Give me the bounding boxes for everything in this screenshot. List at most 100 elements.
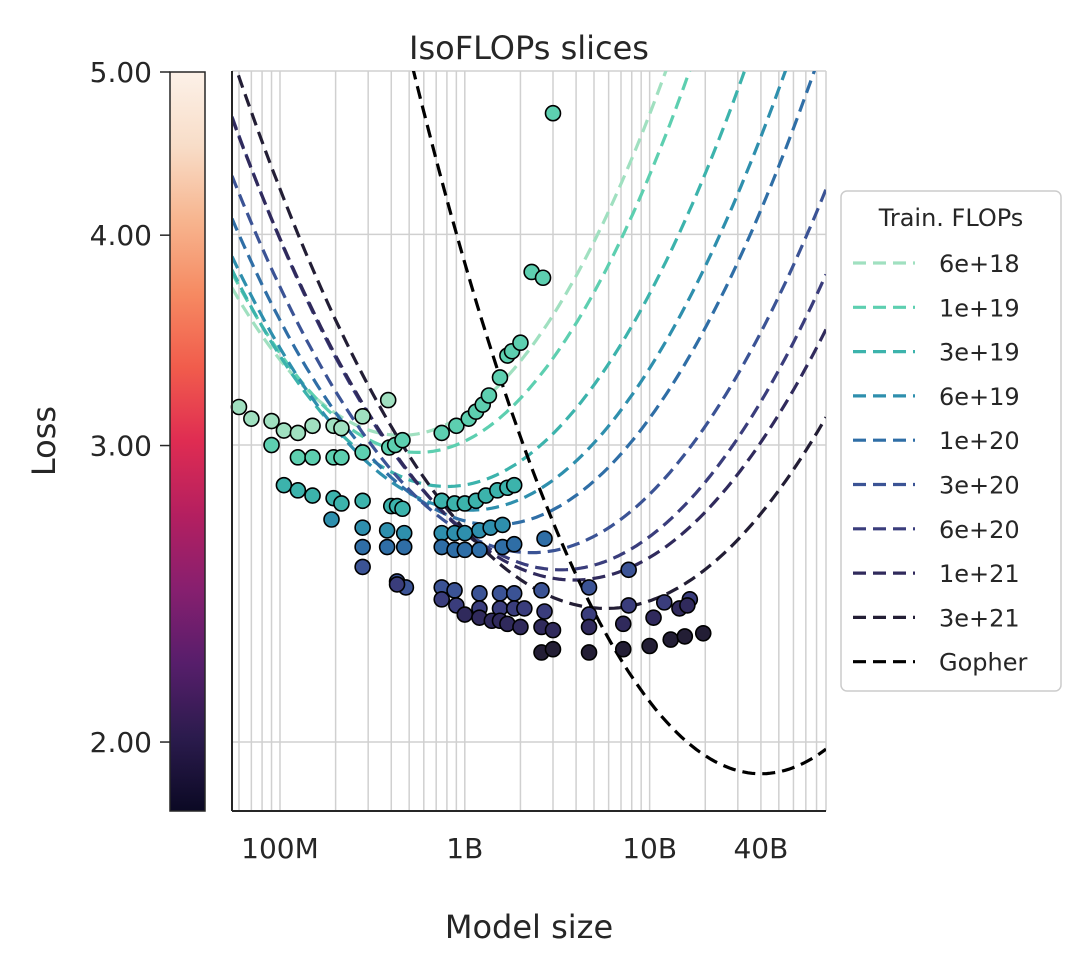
data-point-3e+20 bbox=[354, 558, 371, 576]
legend-label: 6e+18 bbox=[939, 250, 1020, 278]
data-point-6e+18 bbox=[354, 408, 371, 425]
colorbar: 2.00 3.00 4.00 5.00 bbox=[90, 56, 206, 812]
data-point-3e+21 bbox=[580, 644, 598, 661]
data-point-1e+19 bbox=[534, 269, 552, 287]
data-point-3e+20 bbox=[505, 585, 523, 602]
data-point-1e+20 bbox=[354, 538, 371, 556]
data-point-6e+18 bbox=[243, 410, 260, 427]
data-point-6e+18 bbox=[379, 391, 397, 409]
legend-label: 1e+19 bbox=[939, 294, 1020, 322]
data-point-1e+19 bbox=[491, 369, 509, 386]
data-point-6e+18 bbox=[304, 417, 321, 435]
data-point-3e+20 bbox=[446, 582, 463, 599]
data-point-6e+19 bbox=[456, 524, 474, 542]
data-point-1e+19 bbox=[480, 387, 498, 404]
legend-items: 6e+18 1e+19 3e+19 6e+19 1e+20 3e+20 6e+20 1e+21… bbox=[853, 250, 1027, 677]
data-point-3e+20 bbox=[491, 585, 509, 602]
legend-frame bbox=[840, 190, 1062, 692]
fit-curves bbox=[232, 71, 826, 776]
data-point-6e+19 bbox=[395, 524, 413, 542]
data-point-1e+21 bbox=[512, 618, 529, 636]
data-point-1e+20 bbox=[395, 538, 413, 556]
legend: Train. FLOPs 6e+18 1e+19 3e+19 6e+19 1e+20 3e… bbox=[840, 190, 1062, 692]
data-point-1e+19 bbox=[304, 449, 321, 466]
data-point-1e+19 bbox=[512, 334, 529, 352]
data-point-3e+21 bbox=[694, 624, 712, 642]
data-point-1e+19 bbox=[354, 444, 371, 461]
data-point-1e+19 bbox=[333, 449, 350, 466]
plot-area bbox=[230, 70, 827, 812]
data-point-1e+20 bbox=[471, 541, 488, 559]
data-point-1e+19 bbox=[263, 436, 280, 454]
data-point-3e+19 bbox=[333, 495, 350, 512]
legend-label: Gopher bbox=[939, 649, 1027, 677]
legend-title: Train. FLOPs bbox=[878, 204, 1024, 232]
data-point-1e+21 bbox=[544, 621, 562, 639]
data-point-3e+21 bbox=[544, 640, 562, 658]
data-point-3e+20 bbox=[471, 585, 488, 602]
x-tick-label: 1B bbox=[446, 832, 483, 865]
data-point-3e+21 bbox=[676, 628, 694, 645]
legend-label: 1e+20 bbox=[939, 427, 1020, 455]
data-points bbox=[230, 104, 712, 661]
data-point-6e+20 bbox=[620, 597, 637, 614]
data-point-1e+21 bbox=[679, 597, 696, 614]
chart-title: IsoFLOPs slices bbox=[409, 29, 649, 67]
legend-label: 3e+19 bbox=[939, 339, 1020, 367]
data-point-6e+18 bbox=[333, 419, 350, 437]
data-point-3e+20 bbox=[580, 579, 598, 596]
x-tick-label: 10B bbox=[622, 832, 677, 865]
fit-curve-1e+20 bbox=[232, 71, 817, 527]
data-point-6e+20 bbox=[655, 594, 673, 611]
data-point-6e+19 bbox=[378, 522, 396, 539]
data-point-1e+19 bbox=[394, 431, 411, 449]
y-axis-label: Loss bbox=[25, 406, 63, 476]
data-point-1e+21 bbox=[645, 609, 662, 626]
data-point-6e+19 bbox=[494, 516, 511, 534]
data-point-3e+19 bbox=[394, 500, 411, 518]
legend-label: 1e+21 bbox=[939, 560, 1020, 588]
data-point-1e+20 bbox=[505, 535, 523, 553]
fit-curve-1e+21 bbox=[232, 117, 826, 582]
fit-curve-3e+19 bbox=[232, 71, 747, 489]
legend-label: 6e+20 bbox=[939, 516, 1020, 544]
x-axis-label: Model size bbox=[445, 908, 613, 946]
data-point-1e+19 bbox=[448, 417, 465, 435]
x-tick-label: 100M bbox=[241, 832, 319, 865]
colorbar-tick-label: 4.00 bbox=[90, 219, 152, 252]
data-point-1e+20 bbox=[378, 538, 396, 556]
data-point-6e+20 bbox=[433, 591, 451, 608]
data-point-3e+20 bbox=[620, 561, 637, 579]
data-point-3e+19 bbox=[289, 482, 307, 499]
data-point-3e+19 bbox=[505, 476, 523, 494]
data-point-3e+21 bbox=[641, 637, 658, 655]
data-point-1e+19 bbox=[289, 449, 307, 466]
data-point-6e+18 bbox=[275, 422, 293, 439]
data-point-3e+21 bbox=[662, 631, 679, 648]
colorbar-tick-label: 2.00 bbox=[90, 726, 152, 759]
data-point-6e+19 bbox=[323, 511, 340, 528]
colorbar-tick-label: 5.00 bbox=[90, 56, 152, 89]
data-point-3e+19 bbox=[304, 487, 321, 504]
legend-label: 3e+20 bbox=[939, 472, 1020, 500]
data-point-6e+20 bbox=[536, 603, 553, 620]
fit-curve-6e+19 bbox=[232, 71, 788, 512]
data-point-1e+21 bbox=[580, 618, 598, 636]
fit-curve-1e+19 bbox=[232, 71, 692, 454]
x-tick-labels: 100M 1B 10B 40B bbox=[241, 832, 788, 865]
fit-curve-3e+21 bbox=[235, 71, 826, 610]
data-point-1e+19 bbox=[433, 424, 451, 442]
data-point-6e+20 bbox=[516, 600, 533, 617]
data-point-6e+19 bbox=[354, 519, 371, 536]
data-point-6e+18 bbox=[263, 412, 280, 430]
x-tick-label: 40B bbox=[733, 832, 788, 865]
data-point-1e+20 bbox=[456, 541, 474, 559]
colorbar-ticks: 2.00 3.00 4.00 5.00 bbox=[90, 56, 170, 759]
fit-curve-6e+20 bbox=[232, 116, 826, 572]
colorbar-tick-label: 3.00 bbox=[90, 430, 152, 463]
data-point-3e+19 bbox=[275, 476, 293, 494]
fit-curve-3e+20 bbox=[232, 175, 826, 555]
colorbar-gradient bbox=[169, 71, 206, 812]
data-point-6e+18 bbox=[230, 398, 248, 416]
